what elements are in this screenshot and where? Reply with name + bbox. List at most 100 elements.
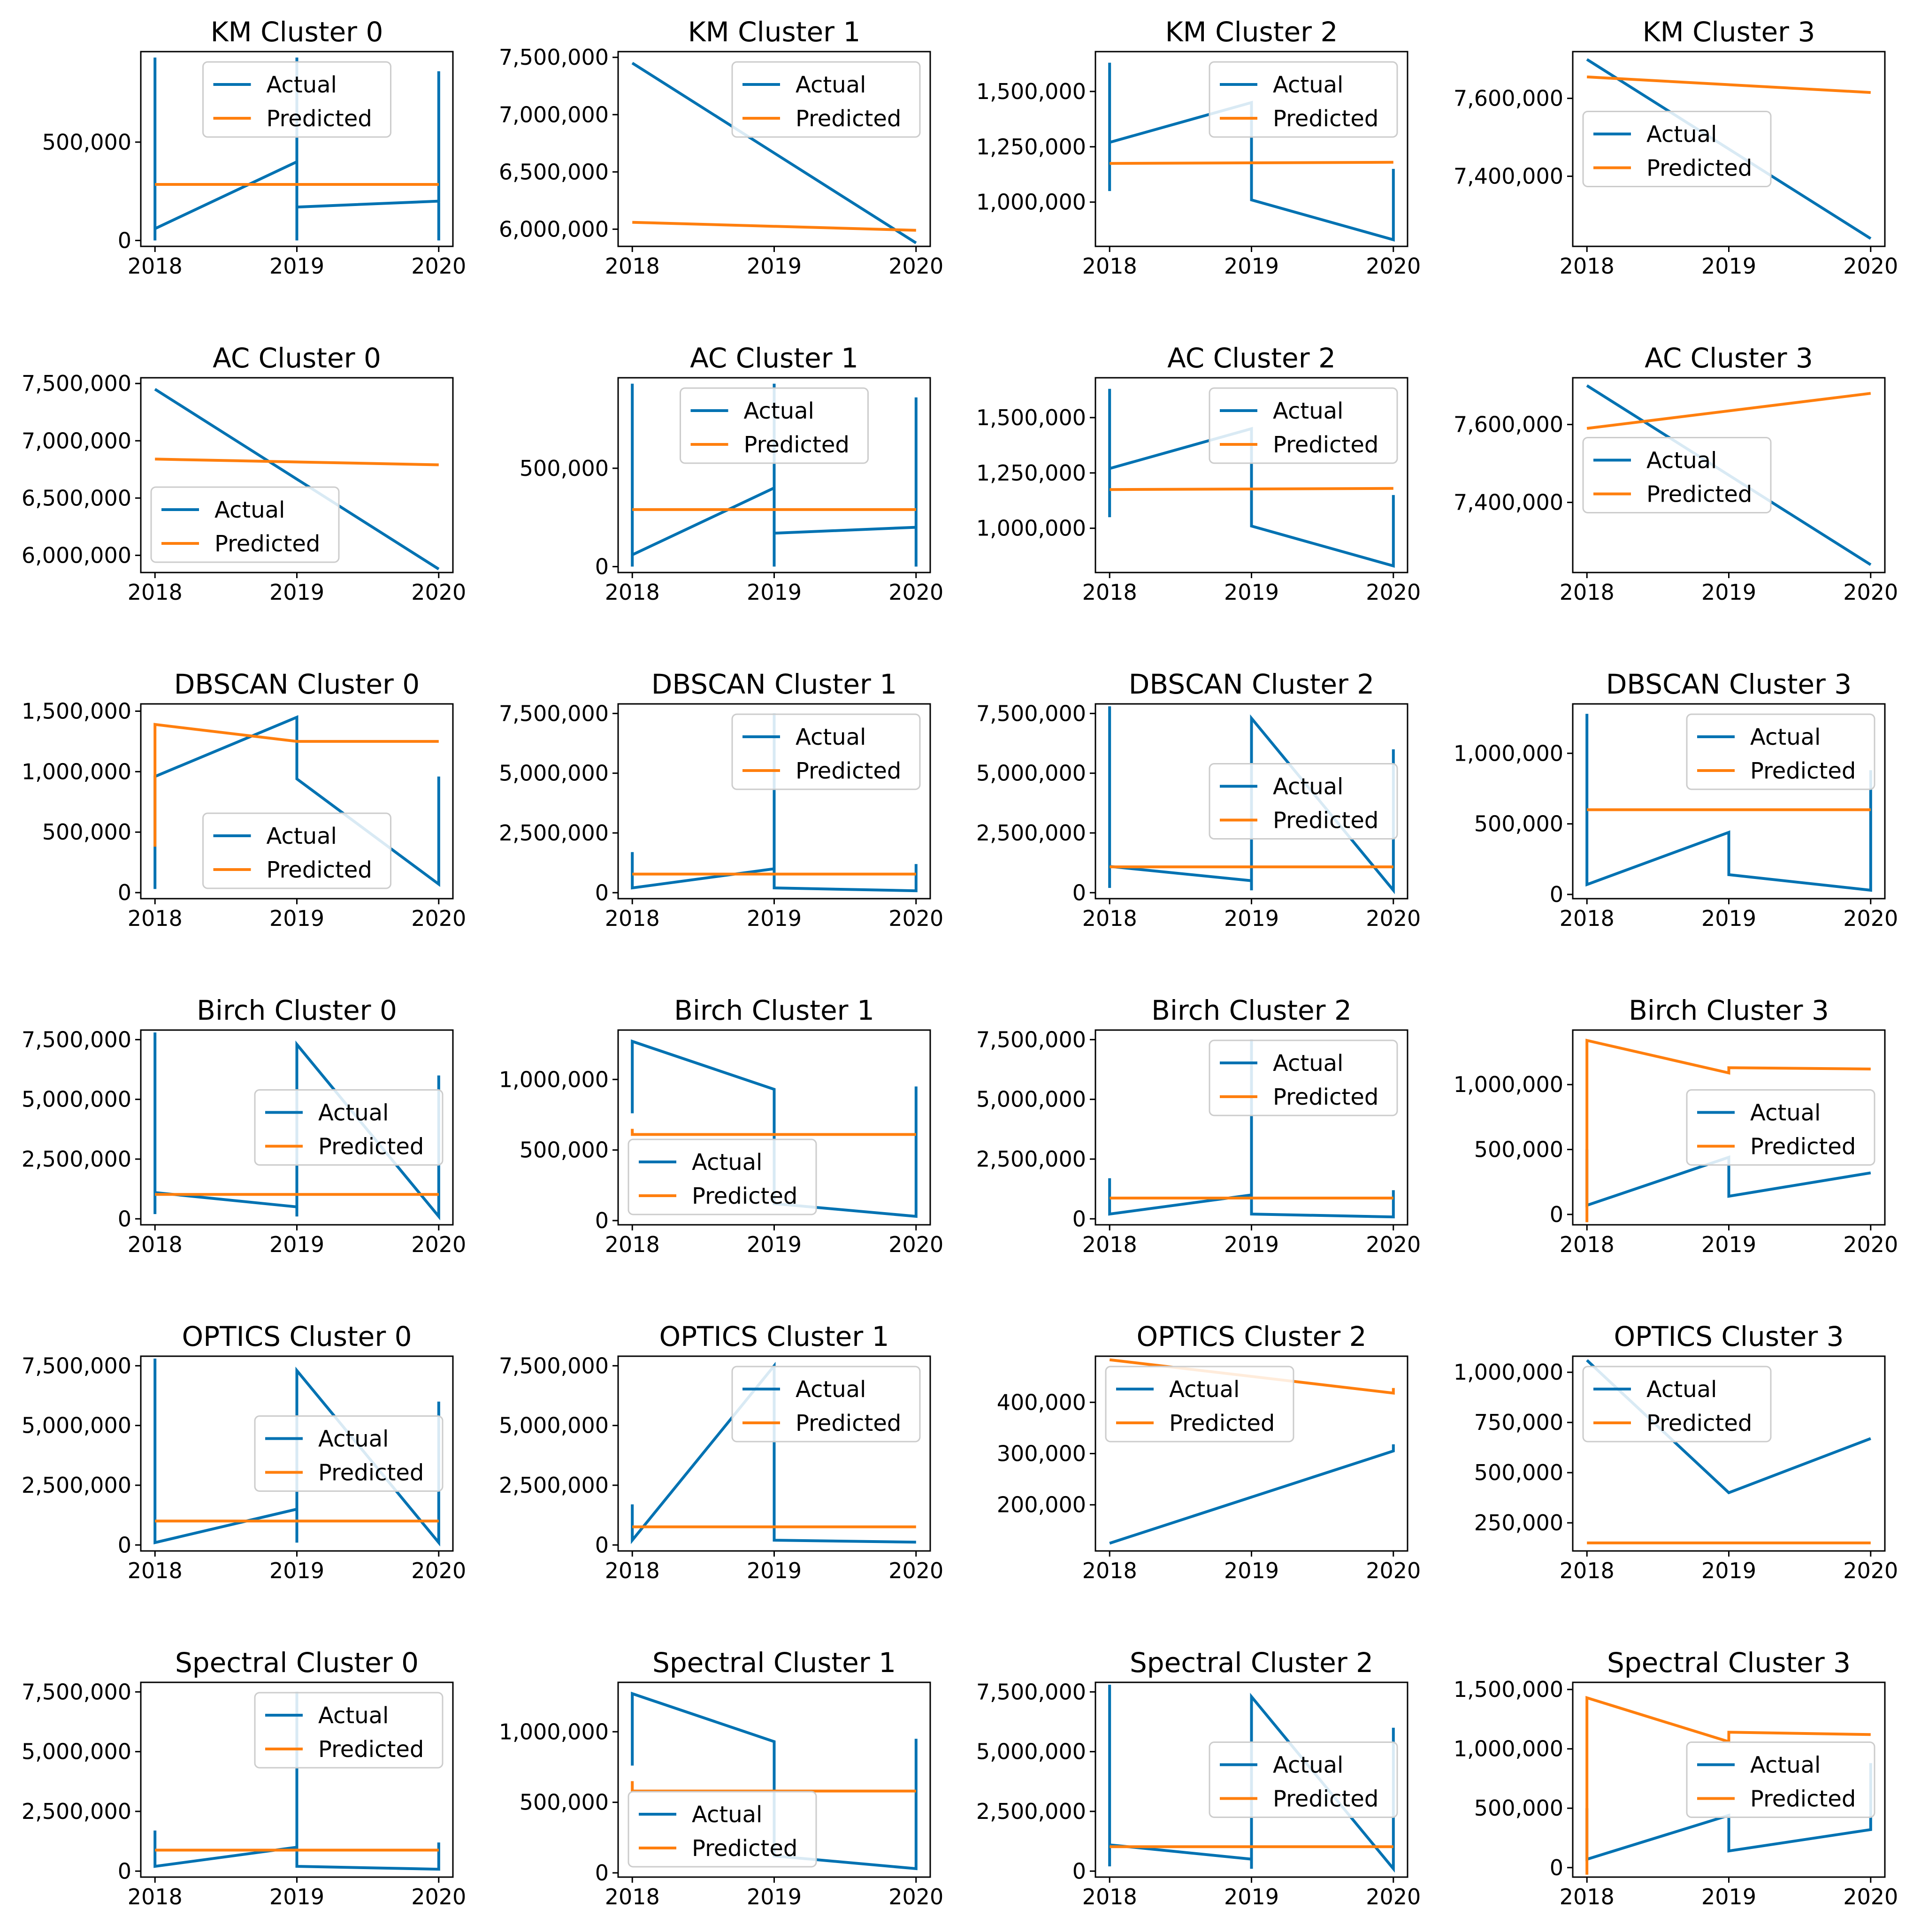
legend-label-predicted: Predicted: [692, 1183, 797, 1209]
chart-title: Birch Cluster 2: [1151, 994, 1352, 1026]
x-tick-label: 2018: [1082, 906, 1137, 931]
y-tick-label: 7,500,000: [22, 1679, 131, 1704]
y-tick-label: 7,500,000: [499, 45, 609, 70]
y-tick-label: 1,000,000: [1454, 1736, 1563, 1762]
y-tick-label: 500,000: [1474, 811, 1563, 837]
plot-area: [631, 383, 918, 567]
y-tick-label: 5,000,000: [22, 1087, 131, 1112]
y-tick-label: 2,500,000: [499, 820, 609, 846]
y-tick-label: 0: [595, 554, 609, 579]
x-tick-label: 2020: [1843, 1884, 1898, 1909]
series-line-actual: [153, 1692, 440, 1871]
series-line-predicted: [1585, 1039, 1871, 1222]
x-tick-label: 2020: [411, 1884, 466, 1909]
legend-label-actual: Actual: [1273, 1050, 1343, 1077]
chart-title: AC Cluster 3: [1645, 342, 1813, 374]
x-tick-label: 2019: [1224, 580, 1279, 605]
legend-label-predicted: Predicted: [1646, 155, 1752, 182]
legend: Actual Predicted: [1209, 1039, 1398, 1116]
legend: Actual Predicted: [254, 1415, 444, 1492]
x-tick-label: 2019: [1701, 580, 1756, 605]
y-tick-label: 2,500,000: [499, 1473, 609, 1498]
x-tick-label: 2019: [1224, 906, 1279, 931]
chart-km-cluster-2: KM Cluster 2 2018 2019 2020 1,000,000 1,250,0…: [976, 16, 1421, 279]
legend-label-predicted: Predicted: [318, 1736, 424, 1763]
y-tick-label: 500,000: [520, 456, 609, 481]
y-tick-label: 1,500,000: [976, 79, 1086, 104]
y-tick-label: 7,500,000: [499, 701, 609, 726]
series-line-actual: [153, 57, 440, 241]
chart-title: Spectral Cluster 1: [652, 1647, 896, 1679]
plot-area: [631, 713, 918, 893]
legend: Actual Predicted: [731, 61, 921, 138]
legend: Actual Predicted: [1209, 1741, 1398, 1818]
y-tick-label: 0: [118, 1206, 131, 1231]
x-tick-label: 2018: [1082, 580, 1137, 605]
y-tick-label: 500,000: [520, 1790, 609, 1815]
chart-optics-cluster-2: OPTICS Cluster 2 2018 2019 2020 200,000 300,0…: [997, 1321, 1421, 1583]
legend: Actual Predicted: [731, 1366, 921, 1443]
legend: Actual Predicted: [680, 387, 869, 464]
legend-label-actual: Actual: [796, 1376, 866, 1403]
legend-label-predicted: Predicted: [214, 531, 320, 557]
y-tick-label: 500,000: [42, 819, 131, 845]
x-tick-label: 2018: [128, 1884, 183, 1909]
y-tick-label: 7,500,000: [22, 1353, 131, 1378]
y-tick-label: 0: [118, 1532, 131, 1558]
x-tick-label: 2018: [605, 1884, 660, 1909]
x-tick-label: 2020: [1366, 1558, 1421, 1583]
y-tick-label: 1,000,000: [1454, 741, 1563, 766]
chart-title: DBSCAN Cluster 3: [1606, 668, 1852, 700]
y-tick-label: 2,500,000: [976, 1146, 1086, 1172]
series-line-predicted: [153, 723, 439, 847]
series-line-actual: [1108, 706, 1395, 894]
x-tick-label: 2020: [411, 906, 466, 931]
legend-label-actual: Actual: [318, 1426, 389, 1452]
chart-spectral-cluster-2: Spectral Cluster 2 2018 2019 2020 0 2,500,000…: [976, 1647, 1421, 1909]
series-line-predicted: [155, 458, 439, 466]
chart-birch-cluster-1: Birch Cluster 1 2018 2019 2020 0 500,000 1,000…: [499, 994, 943, 1257]
legend-label-actual: Actual: [1273, 398, 1343, 424]
y-tick-label: 1,500,000: [22, 698, 131, 724]
legend-label-predicted: Predicted: [1273, 1084, 1378, 1110]
y-tick-label: 6,500,000: [22, 485, 131, 511]
plot-area: [153, 1359, 440, 1547]
x-tick-label: 2020: [1366, 580, 1421, 605]
x-tick-label: 2020: [411, 1558, 466, 1583]
chart-title: KM Cluster 2: [1165, 16, 1338, 48]
legend-label-predicted: Predicted: [796, 106, 901, 132]
y-tick-label: 0: [595, 1532, 609, 1558]
x-tick-label: 2019: [269, 1232, 324, 1257]
legend-label-actual: Actual: [214, 497, 285, 523]
legend-label-actual: Actual: [1646, 448, 1717, 474]
legend-label-predicted: Predicted: [318, 1460, 424, 1486]
y-tick-label: 6,000,000: [499, 216, 609, 242]
x-tick-label: 2020: [1843, 253, 1898, 279]
plot-area: [631, 1361, 916, 1544]
legend: Actual Predicted: [1105, 1366, 1294, 1443]
y-tick-label: 0: [1550, 1202, 1563, 1227]
chart-title: OPTICS Cluster 1: [659, 1321, 889, 1352]
legend-label-predicted: Predicted: [796, 1410, 901, 1436]
x-tick-label: 2020: [411, 253, 466, 279]
chart-birch-cluster-0: Birch Cluster 0 2018 2019 2020 0 2,500,000 5,0…: [22, 994, 466, 1257]
x-tick-label: 2020: [1366, 1884, 1421, 1909]
y-tick-label: 2,500,000: [976, 1799, 1086, 1824]
x-tick-label: 2019: [1701, 1884, 1756, 1909]
chart-spectral-cluster-1: Spectral Cluster 1 2018 2019 2020 0 500,000 1,…: [499, 1647, 943, 1909]
series-line-actual: [631, 713, 918, 893]
series-line-predicted: [1586, 392, 1871, 430]
legend: Actual Predicted: [628, 1138, 817, 1215]
chart-title: AC Cluster 1: [690, 342, 858, 374]
legend: Actual Predicted: [150, 486, 340, 563]
x-tick-label: 2018: [128, 1232, 183, 1257]
series-line-actual: [153, 1359, 440, 1547]
legend-label-predicted: Predicted: [1273, 808, 1378, 834]
x-tick-label: 2019: [1701, 906, 1756, 931]
legend: Actual Predicted: [1686, 1089, 1875, 1166]
series-line-actual: [1109, 1444, 1395, 1545]
legend-label-actual: Actual: [1750, 1100, 1821, 1126]
plot-area: [1108, 1039, 1395, 1219]
chart-km-cluster-0: KM Cluster 0 2018 2019 2020 0 500,000 Actual Pr…: [42, 16, 467, 279]
legend-label-actual: Actual: [267, 823, 337, 849]
